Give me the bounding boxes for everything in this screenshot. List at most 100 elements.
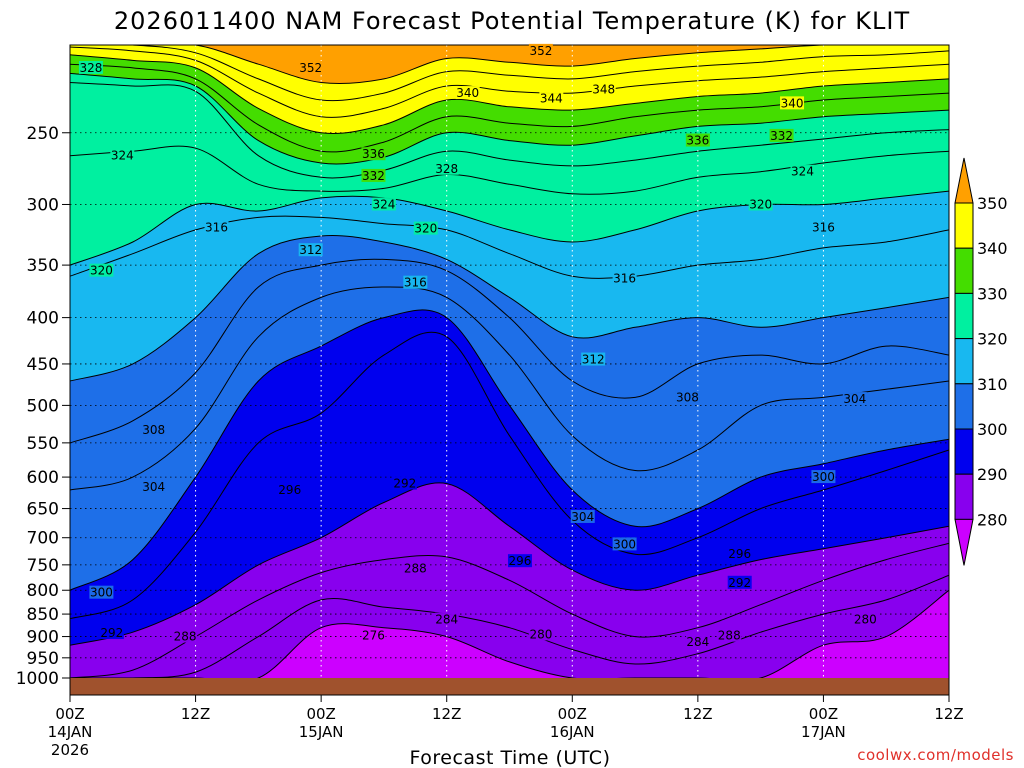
contour-label: 304 — [571, 510, 594, 524]
contour-label-bg — [748, 197, 773, 211]
contour-label-bg — [727, 547, 752, 561]
contour-label: 316 — [404, 276, 427, 290]
contour-label: 300 — [613, 537, 636, 551]
chart-title: 2026011400 NAM Forecast Potential Temper… — [114, 7, 910, 35]
colorbar-box — [954, 428, 974, 475]
colorbar-box — [954, 383, 974, 430]
y-tick-label: 750 — [27, 556, 59, 576]
contour-label-bg — [403, 561, 428, 575]
contour-label: 348 — [592, 83, 615, 97]
y-tick-label: 500 — [27, 396, 59, 416]
band-fill-352 — [70, 45, 949, 84]
contour-label-bg — [204, 220, 229, 234]
contour-label: 336 — [362, 147, 385, 161]
y-tick-label: 850 — [27, 605, 59, 625]
colorbar-label: 320 — [977, 330, 1008, 349]
contour-label: 296 — [278, 483, 301, 497]
contour-label-bg — [853, 612, 878, 626]
isentrope-312 — [70, 235, 949, 382]
contour-label-bg — [570, 509, 595, 523]
ground-surface-bar — [70, 678, 949, 695]
contour-label: 340 — [781, 96, 804, 110]
colorbar-box — [954, 338, 974, 385]
isentrope-352 — [70, 45, 949, 85]
y-tick-label: 350 — [27, 256, 59, 276]
colorbar-bottom-arrow — [954, 518, 974, 566]
contour-label: 288 — [174, 630, 197, 644]
colorbar-label: 280 — [977, 510, 1008, 529]
contour-label: 308 — [142, 423, 165, 437]
colorbar: 350 340 330 320 310 300 290 280 — [954, 157, 1008, 566]
contour-label: 280 — [854, 613, 877, 627]
contour-label: 292 — [393, 477, 416, 491]
contour-label-bg — [141, 479, 166, 493]
contour-label: 288 — [718, 629, 741, 643]
contour-label-bg — [361, 147, 386, 161]
y-tick-label: 700 — [27, 529, 59, 549]
x-axis-title: Forecast Time (UTC) — [410, 747, 611, 768]
contour-label: 300 — [812, 470, 835, 484]
x-tick-label: 12Z — [432, 705, 461, 723]
x-tick-label: 00Z — [306, 705, 335, 723]
contour-label-bg — [685, 133, 710, 147]
contour-label-bg — [685, 634, 710, 648]
isentrope-340 — [70, 54, 949, 135]
contour-label: 312 — [582, 353, 605, 367]
contour-label-bg — [539, 91, 564, 105]
contour-label-bg — [790, 164, 815, 178]
contour-label-bg — [434, 161, 459, 175]
contour-label: 320 — [749, 197, 772, 211]
contour-label-bg — [298, 60, 323, 74]
colorbar-top-arrow — [954, 157, 974, 204]
x-tick-label: 00Z — [809, 705, 838, 723]
colorbar-box — [954, 202, 974, 249]
colorbar-label: 310 — [977, 375, 1008, 394]
contour-label-bg — [780, 96, 805, 110]
contour-label-bg — [591, 82, 616, 96]
contour-label-bg — [361, 168, 386, 182]
isentrope-332 — [70, 72, 949, 165]
contour-label-bg — [89, 585, 114, 599]
contour-label-bg — [528, 43, 553, 57]
contour-label: 320 — [90, 264, 113, 278]
x-tick-date: 17JAN — [801, 723, 846, 741]
x-tick-year: 2026 — [51, 741, 89, 759]
x-tick-date: 15JAN — [299, 723, 344, 741]
contour-label-bg — [298, 243, 323, 257]
y-tick-label: 900 — [27, 628, 59, 648]
contour-label: 308 — [676, 390, 699, 404]
contour-label-bg — [612, 271, 637, 285]
x-tick-label: 12Z — [934, 705, 963, 723]
contour-label: 340 — [456, 86, 479, 100]
isentrope-320 — [70, 190, 949, 266]
contour-label: 320 — [414, 222, 437, 236]
colorbar-box — [954, 292, 974, 340]
contour-label: 316 — [613, 271, 636, 285]
contour-label: 304 — [843, 392, 866, 406]
y-axis: 250 300 350 400 450 500 550 600 650 700 750 800 850 9… — [16, 124, 70, 689]
isentrope-304 — [70, 286, 949, 491]
y-tick-label: 650 — [27, 500, 59, 520]
isentrope-280 — [70, 589, 949, 678]
plot-area: 328 352 352 340 344 348 340 324 336 332 328 336 332 3… — [69, 43, 950, 696]
contour-label-bg — [769, 128, 794, 142]
contour-label-bg — [675, 390, 700, 404]
contour-label-bg — [173, 629, 198, 643]
contour-label-bg — [717, 628, 742, 642]
x-tick-label: 12Z — [683, 705, 712, 723]
isentrope-308 — [70, 258, 949, 444]
isentrope-300 — [70, 309, 949, 591]
contour-label-bg — [110, 148, 135, 162]
contour-label-bg — [434, 612, 459, 626]
contour-label-bg — [277, 482, 302, 496]
contour-label: 276 — [362, 629, 385, 643]
y-tick-label: 600 — [27, 468, 59, 488]
contour-label-bg — [507, 554, 532, 568]
contour-label: 296 — [728, 547, 751, 561]
contour-label: 312 — [299, 243, 322, 257]
x-tick-date: 14JAN — [48, 723, 93, 741]
contour-label: 304 — [142, 480, 165, 494]
colorbar-label: 290 — [977, 465, 1008, 484]
